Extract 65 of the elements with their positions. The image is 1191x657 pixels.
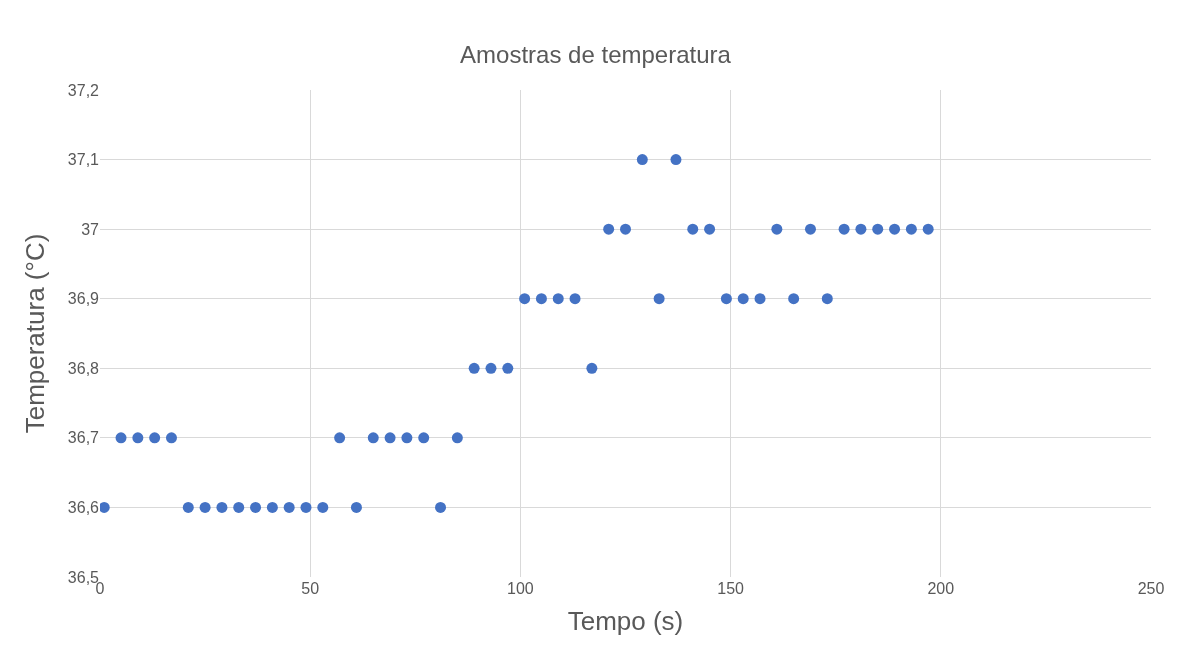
point [199, 501, 211, 513]
point [737, 293, 749, 305]
point [502, 362, 514, 374]
point [384, 432, 396, 444]
point [115, 432, 127, 444]
x-tick-label: 150 [717, 580, 745, 597]
point [603, 223, 615, 235]
point [233, 501, 245, 513]
y-tick-label: 36,9 [67, 290, 100, 308]
point [872, 223, 884, 235]
point [720, 293, 732, 305]
point [569, 293, 581, 305]
x-tick-label: 200 [927, 580, 955, 597]
point [418, 432, 430, 444]
point [855, 223, 867, 235]
point [266, 501, 278, 513]
point [922, 223, 934, 235]
point [838, 223, 850, 235]
point [771, 223, 783, 235]
point [788, 293, 800, 305]
point [250, 501, 262, 513]
point [905, 223, 917, 235]
point [670, 154, 682, 166]
x-axis-title: Tempo (s) [567, 605, 684, 636]
point [804, 223, 816, 235]
x-tick-label: 100 [507, 580, 534, 597]
y-tick-label: 37,2 [67, 81, 100, 99]
point [889, 223, 901, 235]
point [620, 223, 631, 235]
point [519, 293, 531, 305]
point [317, 501, 329, 513]
point [350, 501, 362, 513]
y-tick-label: 37 [81, 220, 100, 238]
point [132, 432, 144, 444]
point [754, 293, 766, 305]
y-tick-label: 36,8 [67, 359, 100, 377]
point [165, 432, 177, 444]
point [283, 501, 295, 513]
point [300, 501, 312, 513]
point [535, 293, 547, 305]
point [636, 154, 648, 166]
point [182, 501, 194, 513]
point [334, 432, 346, 444]
point [586, 362, 598, 374]
y-tick-label: 36,6 [67, 499, 100, 517]
point [451, 432, 463, 444]
chart-title: Amostras de temperatura [460, 40, 732, 68]
point [552, 293, 564, 305]
point [821, 293, 833, 305]
point [653, 293, 665, 305]
y-tick-label: 36,7 [67, 429, 100, 447]
point [485, 362, 497, 374]
x-tick-label: 50 [301, 580, 320, 597]
point [401, 432, 413, 444]
point [468, 362, 480, 374]
point [100, 501, 110, 513]
y-tick-label: 37,1 [67, 151, 100, 169]
point [435, 501, 447, 513]
point [704, 223, 716, 235]
point [149, 432, 161, 444]
x-tick-label: 250 [1137, 580, 1165, 597]
point [687, 223, 699, 235]
y-axis-title: Temperatura (°C) [20, 233, 51, 434]
point [367, 432, 379, 444]
point [216, 501, 228, 513]
